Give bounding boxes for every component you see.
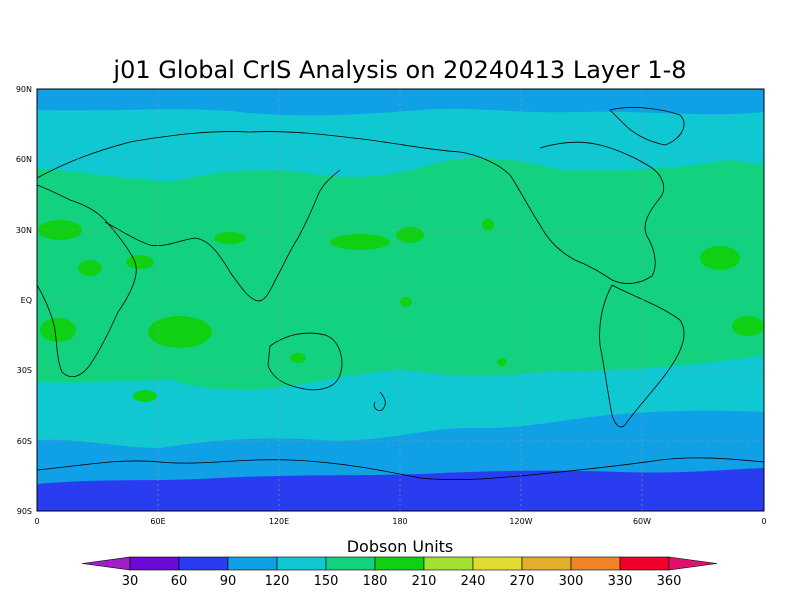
map-panel: 90N 60N 30N EQ 30S 60S 90S 0 60E 120E 18… <box>16 85 767 526</box>
band-180-210-patches <box>38 219 764 402</box>
ozone-field <box>37 89 764 511</box>
coastlines <box>37 107 764 481</box>
map-frame <box>36 88 765 512</box>
colorbar-label: 90 <box>220 574 237 589</box>
colorbar-cell <box>178 556 229 571</box>
colorbar-label: 60 <box>171 574 188 589</box>
lon-tick: 0 <box>761 517 766 526</box>
colorbar-cell <box>276 556 327 571</box>
lat-tick: 30N <box>16 226 32 235</box>
lon-axis: 0 60E 120E 180 120W 60W 0 <box>34 517 766 526</box>
lon-tick: 60E <box>150 517 165 526</box>
colorbar-cell <box>374 556 425 571</box>
lat-tick: EQ <box>21 296 32 305</box>
colorbar-label: 330 <box>608 574 633 589</box>
lat-tick: 30S <box>17 366 32 375</box>
colorbar-label: 30 <box>122 574 139 589</box>
colorbar-cells <box>81 556 718 571</box>
colorbar-cell <box>521 556 572 571</box>
colorbar-label: 360 <box>657 574 682 589</box>
colorbar-label: 240 <box>461 574 486 589</box>
map-title: j01 Global CrIS Analysis on 20240413 Lay… <box>112 56 686 84</box>
band-60-90-south <box>37 468 764 511</box>
lat-tick: 90N <box>16 85 32 94</box>
lon-tick: 0 <box>34 517 39 526</box>
lon-tick: 120W <box>509 517 532 526</box>
lat-tick: 60S <box>17 437 32 446</box>
colorbar-label: 180 <box>363 574 388 589</box>
lat-tick: 60N <box>16 155 32 164</box>
colorbar-label: 270 <box>510 574 535 589</box>
colorbar-cell <box>129 556 180 571</box>
colorbar-labels: 30 60 90 120 150 180 210 240 270 300 330 360 <box>122 574 682 589</box>
colorbar-label: 300 <box>559 574 584 589</box>
colorbar-label: 120 <box>265 574 290 589</box>
lon-tick: 120E <box>269 517 289 526</box>
colorbar-under-arrow <box>81 556 131 571</box>
lon-tick: 60W <box>633 517 651 526</box>
colorbar-cell <box>472 556 523 571</box>
colorbar-cell <box>619 556 670 571</box>
colorbar-cell <box>227 556 278 571</box>
band-150-180-central <box>37 158 764 390</box>
lat-tick: 90S <box>17 507 32 516</box>
colorbar-cell <box>325 556 376 571</box>
colorbar-cell <box>423 556 474 571</box>
lon-tick: 180 <box>392 517 407 526</box>
band-90-120-north <box>37 89 764 116</box>
colorbar: Dobson Units 30 60 90 120 150 180 210 240 270 300… <box>81 537 718 589</box>
colorbar-label: 210 <box>412 574 437 589</box>
lat-axis: 90N 60N 30N EQ 30S 60S 90S <box>16 85 32 516</box>
colorbar-title: Dobson Units <box>347 537 454 556</box>
colorbar-cell <box>570 556 621 571</box>
colorbar-label: 150 <box>314 574 339 589</box>
colorbar-over-arrow <box>668 556 718 571</box>
graticule <box>37 89 764 511</box>
